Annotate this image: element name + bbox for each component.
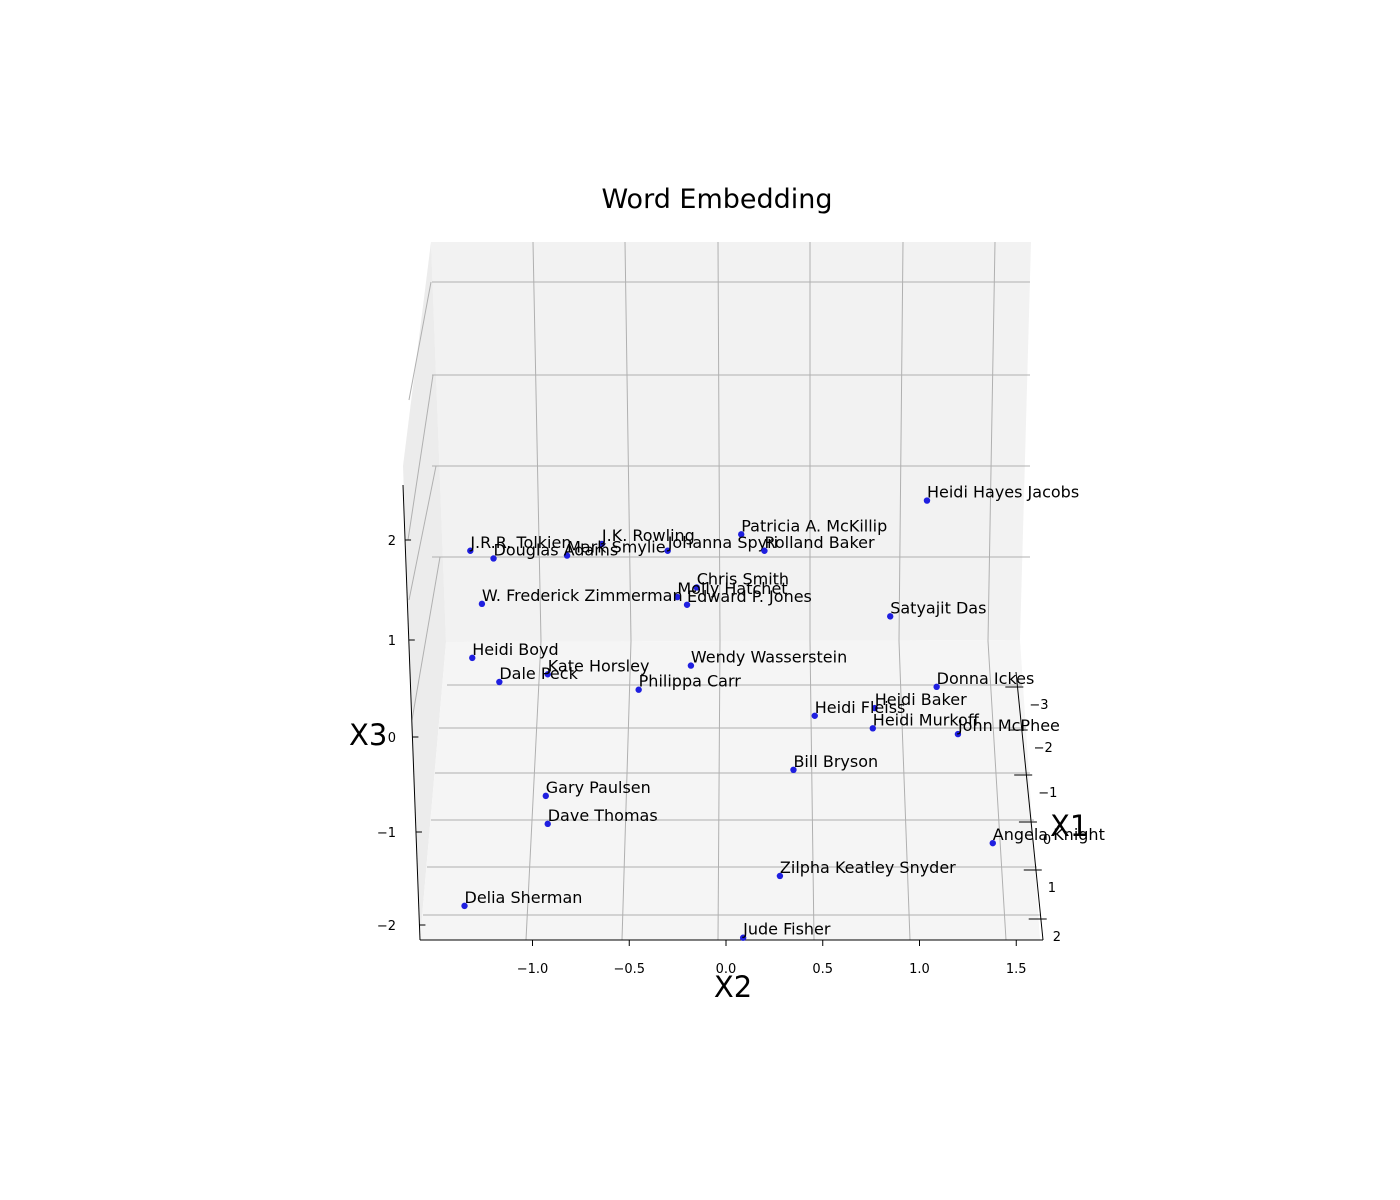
- x2-tick-label: 0.0: [716, 962, 737, 977]
- x1-tick-label: −1: [1038, 786, 1057, 801]
- data-point-label: Patricia A. McKillip: [741, 516, 887, 535]
- data-point-label: Heidi Murkoff: [873, 710, 980, 729]
- x3-tick-label: 1: [388, 634, 396, 649]
- data-point-label: Heidi Fleiss: [815, 698, 906, 717]
- grid-line-depth: [411, 556, 441, 721]
- x1-tick-label: 0: [1043, 833, 1051, 848]
- data-point: [467, 547, 474, 554]
- data-point-label: Philippa Carr: [639, 672, 742, 691]
- x2-tick-label: −1.0: [517, 962, 549, 977]
- chart-title: Word Embedding: [601, 184, 832, 215]
- data-point: [954, 730, 962, 738]
- axes: [402, 484, 1044, 941]
- data-point: [790, 766, 797, 774]
- data-point: [563, 552, 571, 559]
- x3-axis-label: X3: [349, 718, 387, 752]
- floor-pane: [420, 640, 1040, 940]
- data-point-label: Chris Smith: [697, 569, 789, 588]
- x1-tick-label: −3: [1029, 698, 1048, 713]
- x3-tick-label: 0: [388, 731, 396, 746]
- data-point: [544, 820, 551, 828]
- data-point-label: Kate Horsley: [548, 656, 650, 675]
- data-point: [674, 593, 681, 601]
- grid-lines: [407, 241, 1040, 941]
- data-point: [738, 531, 745, 538]
- x1-tick-label: 1: [1048, 881, 1056, 896]
- x3-tick-label: 2: [388, 534, 396, 549]
- data-point: [683, 601, 691, 608]
- grid-line-depth: [408, 465, 437, 601]
- data-point: [933, 683, 940, 691]
- data-point-label: Heidi Baker: [875, 690, 967, 709]
- data-point-label: Douglas Adams: [494, 540, 619, 559]
- data-point: [598, 540, 606, 548]
- x1-axis-label: X1: [1050, 809, 1088, 843]
- data-point: [664, 547, 671, 554]
- data-point-label: Bill Bryson: [793, 752, 878, 771]
- data-point-label: Molly Hatchet: [677, 579, 787, 598]
- data-point: [739, 934, 747, 941]
- data-point: [496, 678, 503, 686]
- grid-line-depth: [407, 374, 434, 541]
- data-point: [871, 704, 878, 712]
- data-point: [693, 584, 700, 591]
- data-point: [761, 547, 768, 554]
- x1-tick-label: 2: [1053, 930, 1061, 945]
- data-point: [989, 839, 996, 847]
- data-point-label: Delia Sherman: [465, 888, 583, 907]
- data-point-label: Gary Paulsen: [546, 778, 651, 797]
- data-point: [776, 872, 784, 880]
- data-point-label: Rolland Baker: [764, 533, 875, 552]
- data-point-label: Dale Peck: [499, 664, 578, 683]
- data-point: [490, 555, 497, 562]
- data-point: [478, 600, 486, 608]
- data-point: [469, 654, 476, 662]
- data-point-label: Wendy Wasserstein: [691, 648, 847, 667]
- data-point-label: Angela Knight: [993, 825, 1105, 844]
- data-point-label: Jude Fisher: [742, 920, 831, 939]
- back-pane: [431, 242, 1031, 642]
- x3-axis-line: [402, 484, 421, 941]
- x1-tick-label: −2: [1034, 741, 1053, 756]
- data-point-label: W. Frederick Zimmerman: [482, 586, 683, 605]
- data-points: Heidi Hayes Jacobs Patricia A. McKillip J.…: [461, 483, 1105, 941]
- data-point: [544, 671, 551, 678]
- data-point: [461, 902, 468, 910]
- x2-tick-label: 1.0: [909, 962, 930, 977]
- x2-axis-label: X2: [714, 970, 752, 1004]
- data-point: [887, 613, 894, 620]
- x2-tick-label: 0.5: [812, 962, 833, 977]
- data-point: [923, 497, 931, 504]
- data-point-label: Satyajit Das: [890, 598, 986, 617]
- data-point-label: Mark Smylie: [567, 538, 665, 557]
- data-point-label: Heidi Boyd: [472, 640, 558, 659]
- x3-tick-label: −1: [377, 826, 396, 841]
- x1-axis-line: [1015, 671, 1044, 941]
- data-point-label: Heidi Hayes Jacobs: [927, 483, 1079, 502]
- data-point-label: Zilpha Keatley Snyder: [780, 858, 956, 877]
- data-point-label: Johanna Spyri: [667, 533, 778, 552]
- x3-tick-label: −2: [377, 919, 396, 934]
- data-point-label: J.K. Rowling: [601, 526, 695, 545]
- data-point-label: John McPhee: [957, 716, 1060, 735]
- data-point: [869, 725, 876, 732]
- data-point: [687, 662, 695, 669]
- x2-tick-label: 1.5: [1006, 962, 1027, 977]
- data-point-label: Donna Ickes: [937, 669, 1035, 688]
- data-point: [635, 686, 642, 693]
- data-point-label: Edward P. Jones: [687, 587, 812, 606]
- x2-tick-label: −0.5: [613, 962, 645, 977]
- data-point: [811, 712, 818, 719]
- grid-line-depth: [408, 281, 432, 401]
- data-point-label: Dave Thomas: [548, 806, 658, 825]
- data-point-label: J.R.R. Tolkien: [469, 533, 571, 552]
- tick-labels: −1.0 −0.5 0.0 0.5 1.0 1.5 −2 −1 0 1 2 −3 −2 −1 0 1 2: [377, 534, 1061, 977]
- data-point: [542, 792, 549, 800]
